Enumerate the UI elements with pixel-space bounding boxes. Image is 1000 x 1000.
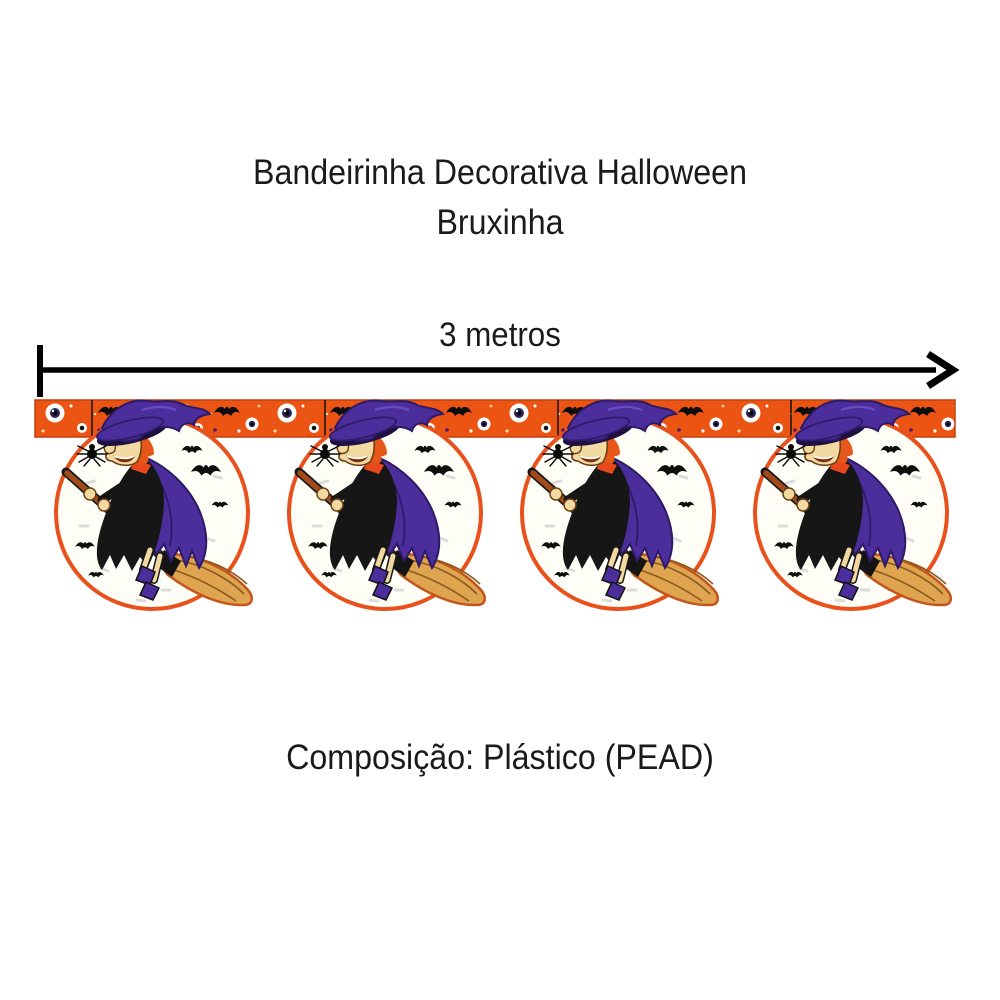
measurement-arrow — [37, 345, 960, 397]
product-title: Bandeirinha Decorativa Halloween Bruxinh… — [40, 148, 960, 248]
composition-label: Composição: Plástico (PEAD) — [286, 738, 714, 777]
measurement-label: 3 metros — [439, 316, 561, 354]
banner-graphic — [34, 393, 956, 643]
title-line-2: Bruxinha — [436, 203, 564, 242]
title-line-1: Bandeirinha Decorativa Halloween — [252, 153, 748, 192]
arrow-head-icon — [926, 351, 960, 389]
